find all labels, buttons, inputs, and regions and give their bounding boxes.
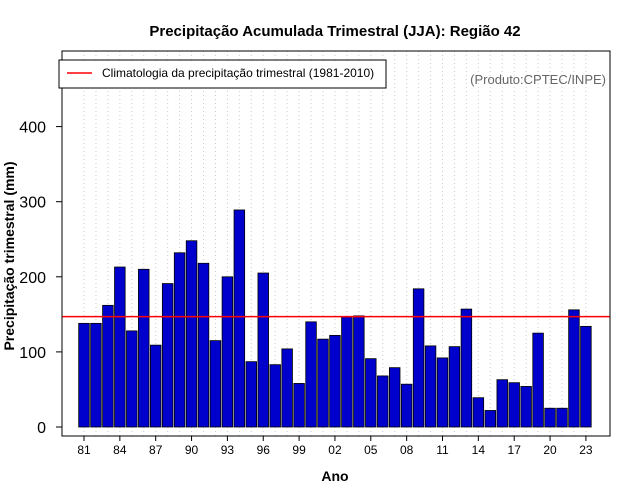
y-tick-label: 200 xyxy=(19,270,46,287)
bar-2022 xyxy=(568,309,580,428)
bar-1995 xyxy=(245,361,258,428)
credit-text: (Produto:CPTEC/INPE) xyxy=(470,72,606,87)
chart-title: Precipitação Acumulada Trimestral (JJA):… xyxy=(149,23,520,40)
y-tick-label: 100 xyxy=(19,345,46,362)
bar-2020 xyxy=(544,407,556,428)
x-tick-label: 14 xyxy=(472,443,486,457)
bar-2003 xyxy=(341,316,353,428)
y-tick-label: 400 xyxy=(19,120,46,137)
bar-1996 xyxy=(257,272,269,428)
bar-1982 xyxy=(90,322,102,428)
bar-2009 xyxy=(412,288,425,428)
y-tick-label: 0 xyxy=(37,420,46,437)
x-tick-label: 02 xyxy=(328,443,342,457)
x-tick-label: 08 xyxy=(400,443,414,457)
bar-2012 xyxy=(448,346,461,428)
bar-2019 xyxy=(532,332,544,428)
x-tick-label: 84 xyxy=(113,443,127,457)
bar-2001 xyxy=(317,338,329,428)
bar-2010 xyxy=(424,345,437,428)
bar-1986 xyxy=(138,268,150,428)
bar-1981 xyxy=(78,322,90,428)
x-tick-label: 81 xyxy=(77,443,91,457)
x-tick-label: 99 xyxy=(292,443,306,457)
bar-1998 xyxy=(281,348,293,428)
bar-1991 xyxy=(197,262,210,428)
bar-2013 xyxy=(460,308,473,428)
bar-2015 xyxy=(484,410,497,428)
y-axis-label: Precipitação trimestral (mm) xyxy=(1,161,17,350)
legend-box xyxy=(58,59,387,89)
x-axis-label: Ano xyxy=(321,468,348,484)
bar-1987 xyxy=(149,344,162,428)
x-tick-label: 90 xyxy=(185,443,199,457)
bar-2016 xyxy=(496,379,508,428)
x-tick-label: 20 xyxy=(543,443,557,457)
bar-1985 xyxy=(126,330,138,428)
bar-2006 xyxy=(377,375,389,428)
bar-2007 xyxy=(388,367,401,428)
x-axis: 81 84 87 90 93 96 99 02 05 08 11 14 17 20 23 xyxy=(77,436,593,457)
bar-2002 xyxy=(329,334,341,428)
bar-2000 xyxy=(305,321,317,428)
legend: Climatologia da precipitação trimestral … xyxy=(58,59,387,89)
bar-1989 xyxy=(173,252,186,428)
bar-2014 xyxy=(472,397,485,428)
bar-2004 xyxy=(353,315,365,428)
x-tick-label: 23 xyxy=(579,443,593,457)
bar-2018 xyxy=(520,386,532,428)
y-axis: 0 100 200 300 400 xyxy=(19,120,63,437)
x-tick-label: 93 xyxy=(221,443,235,457)
bar-1983 xyxy=(102,304,114,428)
bar-1997 xyxy=(269,364,281,428)
bar-2011 xyxy=(436,357,449,428)
bars-group xyxy=(78,209,592,428)
y-tick-label: 300 xyxy=(19,195,46,212)
x-tick-label: 11 xyxy=(436,443,449,457)
bar-2005 xyxy=(365,358,377,428)
x-tick-label: 96 xyxy=(257,443,271,457)
bar-1999 xyxy=(293,383,305,428)
bar-1988 xyxy=(161,283,174,428)
bar-1984 xyxy=(114,266,126,428)
bar-2023 xyxy=(580,325,592,428)
bar-1992 xyxy=(209,340,222,428)
bar-2008 xyxy=(400,383,413,428)
bar-1990 xyxy=(185,240,198,428)
bar-2017 xyxy=(508,382,520,428)
bar-1993 xyxy=(221,276,234,428)
x-tick-label: 87 xyxy=(149,443,163,457)
x-tick-label: 05 xyxy=(364,443,378,457)
legend-climatology-label: Climatologia da precipitação trimestral … xyxy=(102,66,374,80)
x-tick-label: 17 xyxy=(508,443,522,457)
bar-2021 xyxy=(556,407,568,428)
bar-1994 xyxy=(233,209,246,428)
